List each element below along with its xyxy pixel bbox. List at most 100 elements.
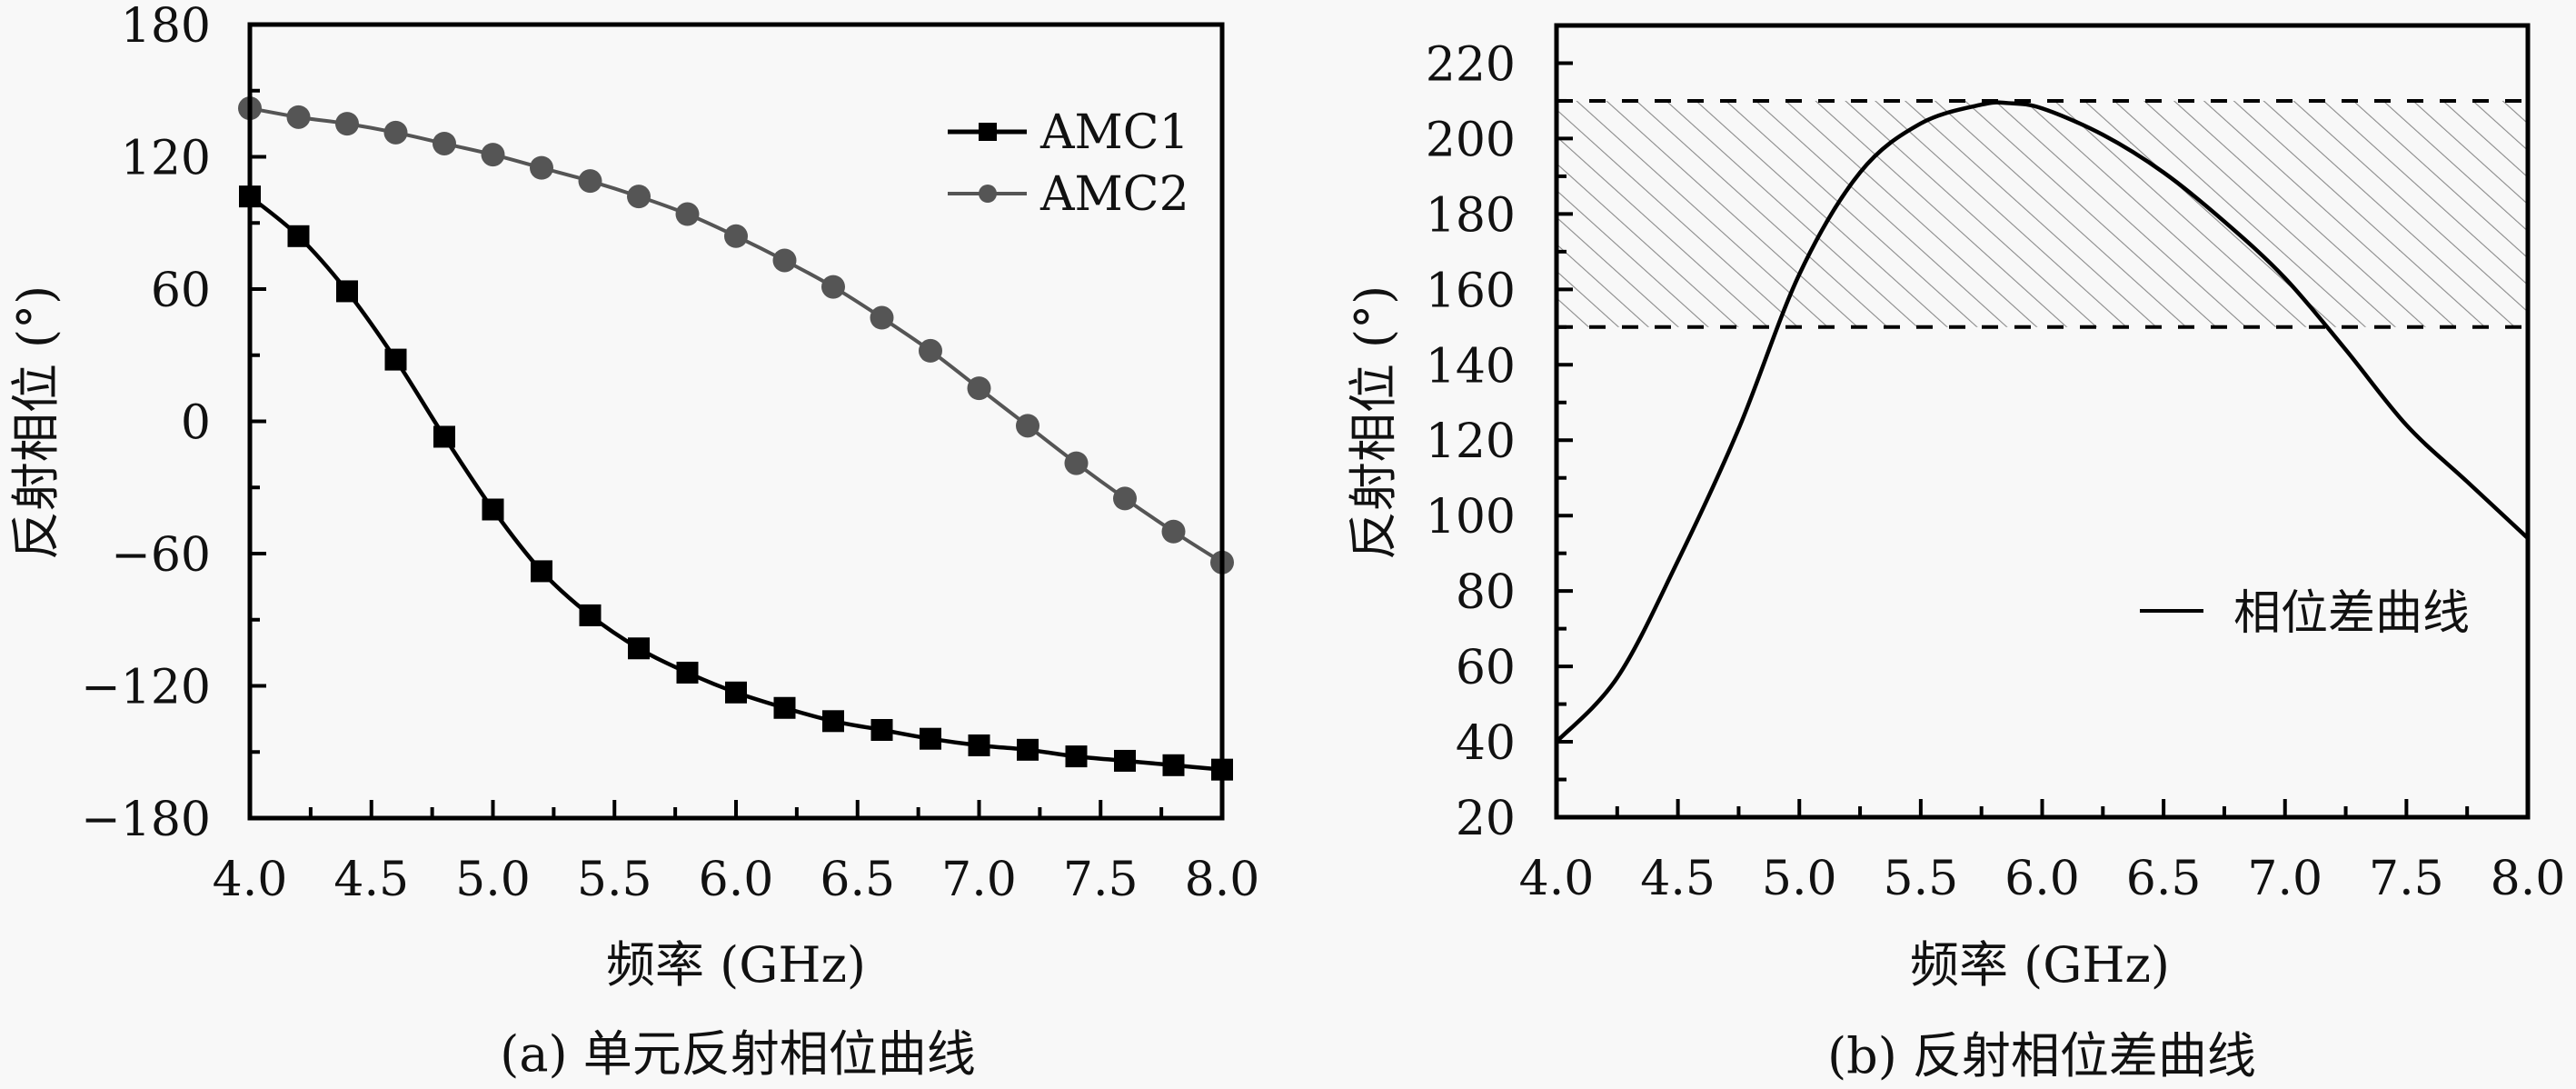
b-legend: 相位差曲线 — [2140, 586, 2470, 641]
x-tick-label: 7.5 — [1063, 853, 1139, 907]
x-tick-label: 4.5 — [1640, 852, 1716, 906]
data-point-circle — [335, 112, 359, 136]
data-point-square — [968, 734, 990, 756]
data-point-circle — [627, 185, 651, 209]
legend-amc1-marker — [979, 123, 997, 141]
y-tick-label: −120 — [81, 661, 211, 715]
y-tick-label: 180 — [1426, 188, 1516, 243]
a-y-axis-label: 反射相位 (°) — [7, 285, 65, 560]
b-y-axis-label: 反射相位 (°) — [1345, 285, 1402, 560]
x-tick-label: 4.0 — [213, 853, 288, 907]
data-point-square — [870, 719, 893, 741]
y-tick-label: 160 — [1426, 264, 1516, 318]
x-tick-label: 4.5 — [333, 853, 409, 907]
series-line-相位差曲线 — [1555, 100, 2530, 744]
y-tick-label: −60 — [111, 528, 211, 583]
data-point-circle — [1064, 451, 1089, 475]
x-tick-label: 5.5 — [1884, 852, 1959, 906]
data-point-square — [433, 425, 455, 448]
x-tick-label: 6.0 — [2004, 852, 2080, 906]
legend-amc2-label: AMC2 — [1039, 167, 1189, 222]
legend-amc1-label: AMC1 — [1039, 105, 1189, 160]
y-tick-label: 100 — [1426, 490, 1516, 544]
b-band-layer — [1557, 98, 2528, 329]
x-tick-label: 7.0 — [2247, 852, 2322, 906]
x-tick-label: 7.5 — [2369, 852, 2444, 906]
x-tick-label: 5.0 — [1762, 852, 1837, 906]
data-point-circle — [870, 305, 894, 330]
data-point-square — [1017, 738, 1039, 761]
data-point-circle — [1016, 414, 1039, 438]
y-tick-label: 80 — [1456, 565, 1516, 620]
b-series-layer — [1555, 100, 2530, 744]
y-tick-label: 220 — [1426, 37, 1516, 92]
y-tick-label: 60 — [151, 264, 211, 318]
data-point-circle — [383, 120, 408, 145]
b-caption: (b) 反射相位差曲线 — [1827, 1027, 2256, 1084]
chart-b: 4.0 4.5 5.0 5.5 6.0 6.5 7.0 7.5 8.0 20 40 60 80 100 12… — [1345, 23, 2566, 1084]
data-point-square — [628, 637, 650, 660]
data-point-square — [1114, 749, 1136, 772]
data-point-circle — [675, 202, 700, 226]
chart-a: 4.0 4.5 5.0 5.5 6.0 6.5 7.0 7.5 8.0 −180 −120 −60 0 6… — [7, 0, 1259, 1083]
legend-phase-diff-label: 相位差曲线 — [2233, 586, 2470, 641]
x-tick-label: 4.0 — [1519, 852, 1595, 906]
y-tick-label: 40 — [1456, 716, 1516, 771]
x-tick-label: 5.5 — [577, 853, 652, 907]
data-point-square — [531, 560, 552, 583]
data-point-square — [287, 225, 310, 247]
hatched-band — [1557, 100, 2528, 327]
data-point-square — [773, 696, 796, 719]
data-point-circle — [286, 105, 311, 129]
x-tick-label: 6.5 — [2126, 852, 2202, 906]
a-caption: (a) 单元反射相位曲线 — [500, 1025, 976, 1083]
data-point-square — [1065, 745, 1088, 768]
data-point-square — [336, 280, 358, 303]
data-point-circle — [821, 275, 845, 299]
data-point-circle — [530, 155, 553, 180]
x-tick-label: 8.0 — [1185, 853, 1260, 907]
data-point-circle — [433, 131, 456, 155]
data-point-square — [676, 661, 699, 684]
b-x-axis-label: 频率 (GHz) — [1910, 936, 2170, 994]
a-ticks — [248, 23, 1224, 820]
a-x-axis-label: 频率 (GHz) — [606, 936, 866, 994]
x-tick-label: 8.0 — [2491, 852, 2566, 906]
y-tick-label: 60 — [1456, 641, 1516, 695]
data-point-square — [725, 681, 747, 704]
data-point-circle — [1161, 519, 1186, 544]
y-tick-label: 120 — [1426, 415, 1516, 469]
data-point-square — [384, 348, 407, 371]
data-point-circle — [1113, 486, 1137, 511]
data-point-square — [482, 498, 504, 521]
b-tick-labels: 4.0 4.5 5.0 5.5 6.0 6.5 7.0 7.5 8.0 20 40 60 80 100 12… — [1426, 37, 2566, 906]
legend-amc2-marker — [979, 185, 997, 203]
data-point-circle — [772, 248, 797, 273]
data-point-circle — [578, 169, 602, 194]
y-tick-label: 140 — [1426, 339, 1516, 394]
x-tick-label: 7.0 — [941, 853, 1017, 907]
y-tick-label: 180 — [121, 0, 211, 54]
legend-item-amc1: AMC1 — [948, 105, 1189, 160]
data-point-circle — [967, 376, 991, 401]
b-ticks — [1555, 24, 2530, 819]
data-point-circle — [481, 143, 505, 167]
a-legend: AMC1 AMC2 — [948, 105, 1189, 222]
data-point-circle — [724, 224, 748, 248]
legend-item-amc2: AMC2 — [948, 167, 1189, 222]
y-tick-label: 200 — [1426, 113, 1516, 167]
x-tick-label: 6.0 — [699, 853, 774, 907]
a-series-layer — [238, 96, 1234, 781]
y-tick-label: 0 — [181, 396, 211, 451]
y-tick-label: −180 — [81, 793, 211, 847]
y-tick-label: 20 — [1456, 792, 1516, 846]
data-point-square — [1162, 754, 1185, 776]
data-point-circle — [919, 338, 942, 363]
x-tick-label: 5.0 — [455, 853, 531, 907]
data-point-square — [579, 604, 602, 626]
x-tick-label: 6.5 — [820, 853, 895, 907]
data-point-square — [822, 710, 844, 733]
y-tick-label: 120 — [121, 132, 211, 186]
data-point-square — [920, 727, 941, 750]
